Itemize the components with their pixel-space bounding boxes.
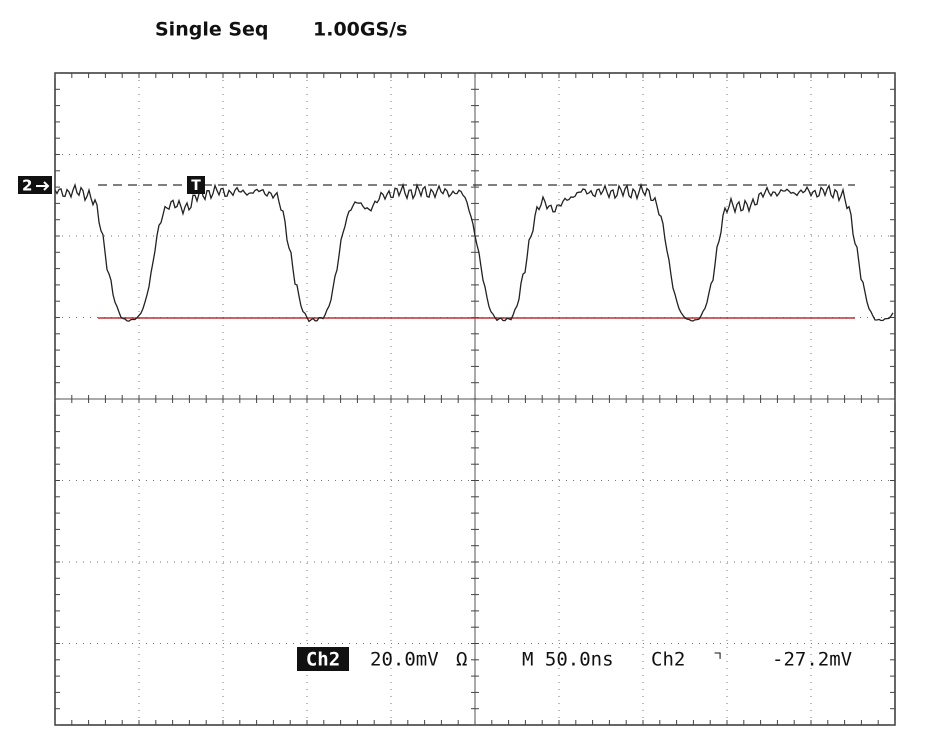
trigger-marker: T [191,178,201,194]
waveform [54,182,894,323]
readout-trigger-level: -27.2mV [772,649,852,671]
graticule [54,72,896,726]
trigger-marker-box [187,176,205,194]
readout-timebase: M 50.0ns [522,649,614,671]
readout-trigger-slope: ⌝ [712,649,723,671]
acquisition-mode: Single Seq [155,19,269,41]
channel-marker: 2 [22,177,32,195]
readout-channel: Ch2 [306,649,340,671]
readout-channel-box [297,647,349,671]
sample-rate: 1.00GS/s [313,19,407,41]
readout-trigger-source: Ch2 [651,649,685,671]
readout-coupling: Ω [456,649,467,671]
readout-scale: 20.0mV [370,649,439,671]
channel-arrow [36,181,50,191]
